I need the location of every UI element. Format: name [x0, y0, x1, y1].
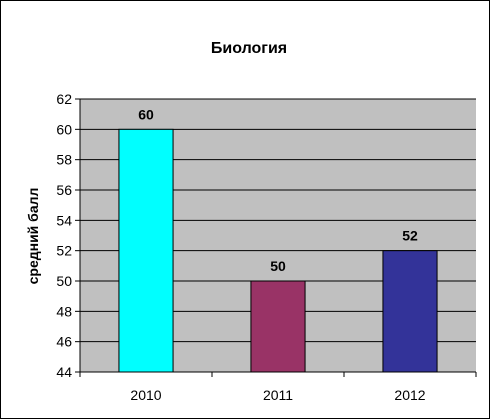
y-axis-label: средний балл — [25, 188, 41, 285]
y-tick-label: 44 — [56, 364, 72, 380]
bar-2010 — [118, 128, 174, 373]
y-axis: 44 46 48 50 52 54 56 58 60 62 — [56, 91, 81, 380]
y-tick-label: 46 — [56, 334, 72, 350]
y-tick-label: 60 — [56, 121, 72, 137]
bar-2012 — [382, 250, 438, 373]
data-label-2010: 60 — [138, 106, 154, 122]
y-tick-label: 58 — [56, 152, 72, 168]
y-tick-label: 56 — [56, 182, 72, 198]
bars — [118, 128, 438, 373]
x-tick-label-2012: 2012 — [394, 387, 425, 403]
y-tick-label: 48 — [56, 303, 72, 319]
chart-title: Биология — [211, 40, 287, 57]
x-tick-label-2010: 2010 — [130, 387, 161, 403]
x-tick-label-2011: 2011 — [263, 387, 293, 403]
x-axis: 2010 2011 2012 — [79, 371, 477, 403]
y-tick-label: 50 — [56, 273, 72, 289]
data-labels: 60 50 52 — [138, 106, 418, 274]
data-label-2012: 52 — [402, 228, 418, 244]
bar-2011 — [250, 280, 306, 373]
y-tick-label: 52 — [56, 243, 72, 259]
data-label-2011: 50 — [270, 258, 286, 274]
y-tick-label: 62 — [56, 91, 72, 107]
y-tick-label: 54 — [56, 212, 72, 228]
